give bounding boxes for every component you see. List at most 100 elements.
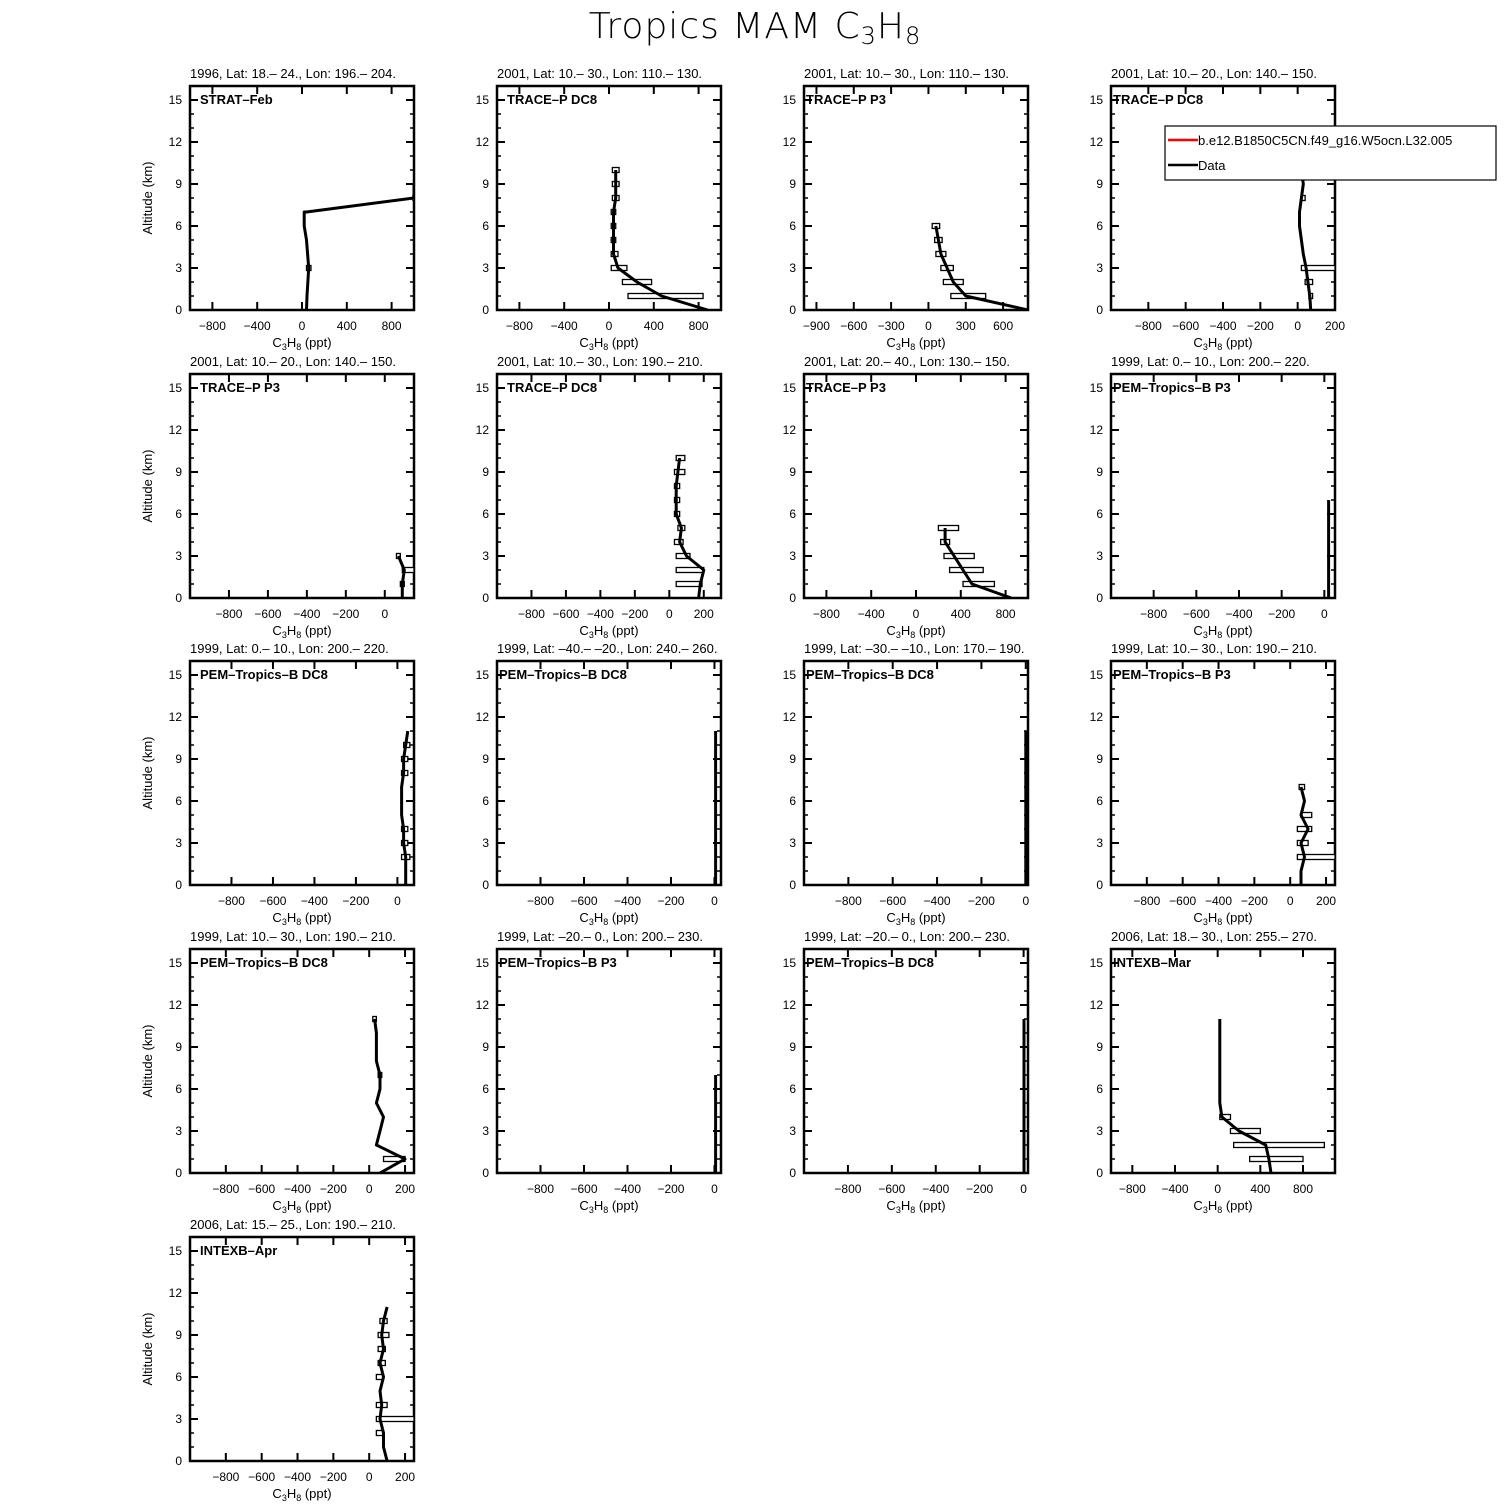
error-bar <box>1233 1141 1325 1149</box>
y-tick-label: 0 <box>1096 303 1103 317</box>
y-tick-label: 3 <box>175 549 182 563</box>
y-tick-label: 12 <box>169 423 183 437</box>
x-tick-label: −200 <box>1268 607 1295 621</box>
x-tick-label: 0 <box>711 1182 718 1196</box>
panel-title: 1999, Lat: –30.– –10., Lon: 170.– 190. <box>804 641 1024 656</box>
x-tick-label: 400 <box>951 607 971 621</box>
plot-area <box>395 552 414 598</box>
y-tick-label: 12 <box>783 135 797 149</box>
error-bar <box>1296 825 1313 833</box>
y-tick-label: 15 <box>1090 668 1104 682</box>
x-tick-label: −400 <box>614 1182 641 1196</box>
plot-frame <box>188 659 416 887</box>
y-tick-label: 6 <box>789 1082 796 1096</box>
x-tick-label: −200 <box>1247 319 1274 333</box>
y-tick-label: 12 <box>1090 998 1104 1012</box>
x-axis-label: C3H8 (ppt) <box>272 910 331 927</box>
y-tick-label: 6 <box>1096 507 1103 521</box>
x-axis-label: C3H8 (ppt) <box>1193 910 1252 927</box>
x-tick-label: −400 <box>858 607 885 621</box>
data-line <box>400 730 410 885</box>
panel-title: 1999, Lat: 10.– 30., Lon: 190.– 210. <box>190 929 396 944</box>
y-tick-label: 9 <box>1096 177 1103 191</box>
legend-box <box>1164 125 1497 181</box>
x-axis-label: C3H8 (ppt) <box>579 910 638 927</box>
panel-8: 1999, Lat: 0.– 10., Lon: 200.– 220. PEM–T… <box>1090 354 1337 640</box>
x-axis-label: C3H8 (ppt) <box>1193 623 1252 640</box>
x-tick-label: −400 <box>284 1182 311 1196</box>
x-tick-label: −400 <box>614 894 641 908</box>
campaign-label: PEM–Tropics–B P3 <box>499 955 617 970</box>
x-tick-label: 800 <box>1293 1182 1313 1196</box>
x-tick-label: 0 <box>394 894 401 908</box>
campaign-label: PEM–Tropics–B DC8 <box>499 667 627 682</box>
y-tick-label: 6 <box>175 1082 182 1096</box>
y-tick-label: 12 <box>169 1286 183 1300</box>
y-tick-label: 0 <box>175 1166 182 1180</box>
panel-1: 1996, Lat: 18.– 24., Lon: 196.– 204. STRA… <box>140 66 416 352</box>
x-tick-label: −800 <box>212 1182 239 1196</box>
error-bar <box>1249 1155 1304 1163</box>
y-tick-label: 3 <box>789 261 796 275</box>
x-axis-label: C3H8 (ppt) <box>272 623 331 640</box>
x-tick-label: −800 <box>1119 1182 1146 1196</box>
y-tick-label: 15 <box>169 93 183 107</box>
panel-14: 1999, Lat: –20.– 0., Lon: 200.– 230. PEM–… <box>476 929 723 1215</box>
x-tick-label: −600 <box>248 1470 275 1484</box>
x-tick-label: −200 <box>968 894 995 908</box>
x-tick-label: −800 <box>527 1182 554 1196</box>
y-tick-label: 6 <box>789 794 796 808</box>
panel-12: 1999, Lat: 10.– 30., Lon: 190.– 210. PEM–… <box>1090 641 1337 927</box>
y-tick-label: 6 <box>1096 219 1103 233</box>
panel-title: 1999, Lat: –20.– 0., Lon: 200.– 230. <box>497 929 703 944</box>
x-tick-label: −400 <box>1225 607 1252 621</box>
y-tick-label: 12 <box>1090 710 1104 724</box>
x-tick-label: −800 <box>212 1470 239 1484</box>
y-tick-label: 9 <box>175 1040 182 1054</box>
panel-title: 1999, Lat: 10.– 30., Lon: 190.– 210. <box>1111 641 1317 656</box>
y-tick-label: 15 <box>169 956 183 970</box>
x-tick-label: −800 <box>199 319 226 333</box>
x-tick-label: −800 <box>527 894 554 908</box>
x-tick-label: 0 <box>366 1182 373 1196</box>
y-tick-label: 6 <box>482 219 489 233</box>
panel-title: 2006, Lat: 15.– 25., Lon: 190.– 210. <box>190 1217 396 1232</box>
plot-area <box>302 184 414 310</box>
panel-title: 2001, Lat: 10.– 20., Lon: 140.– 150. <box>1111 66 1317 81</box>
x-tick-label: 200 <box>1325 319 1345 333</box>
y-tick-label: 15 <box>1090 93 1104 107</box>
data-line <box>1218 1019 1273 1173</box>
panel-title: 1999, Lat: –20.– 0., Lon: 200.– 230. <box>804 929 1010 944</box>
y-tick-label: 12 <box>783 423 797 437</box>
panel-10: 1999, Lat: –40.– –20., Lon: 240.– 260. PE… <box>476 641 723 927</box>
y-tick-label: 0 <box>175 591 182 605</box>
panel-11: 1999, Lat: –30.– –10., Lon: 170.– 190. PE… <box>783 641 1030 927</box>
y-tick-label: 12 <box>476 423 490 437</box>
plot-frame <box>1109 659 1337 887</box>
y-tick-label: 15 <box>169 668 183 682</box>
x-tick-label: −800 <box>215 607 242 621</box>
y-tick-label: 9 <box>175 177 182 191</box>
y-tick-label: 0 <box>1096 1166 1103 1180</box>
plot-area <box>375 1306 414 1461</box>
y-axis-label: Altitude (km) <box>140 450 155 523</box>
x-tick-label: −200 <box>1241 894 1268 908</box>
x-axis-label: C3H8 (ppt) <box>272 1486 331 1503</box>
y-tick-label: 9 <box>1096 1040 1103 1054</box>
panel-4: 2001, Lat: 10.– 20., Lon: 140.– 150. TRAC… <box>1090 66 1346 352</box>
panel-2: 2001, Lat: 10.– 30., Lon: 110.– 130. TRAC… <box>476 66 723 352</box>
y-tick-label: 3 <box>789 549 796 563</box>
error-bar <box>375 1415 414 1423</box>
panel-title: 2001, Lat: 20.– 40., Lon: 130.– 150. <box>804 354 1010 369</box>
y-tick-label: 6 <box>175 794 182 808</box>
x-tick-label: 0 <box>366 1470 373 1484</box>
y-tick-label: 15 <box>783 668 797 682</box>
x-tick-label: −800 <box>813 607 840 621</box>
plot-frame <box>1109 947 1337 1175</box>
y-tick-label: 12 <box>476 710 490 724</box>
x-tick-label: −200 <box>621 607 648 621</box>
panel-title: 2001, Lat: 10.– 30., Lon: 110.– 130. <box>804 66 1009 81</box>
panel-title: 1996, Lat: 18.– 24., Lon: 196.– 204. <box>190 66 396 81</box>
x-tick-label: 0 <box>381 607 388 621</box>
data-line <box>943 528 1012 598</box>
